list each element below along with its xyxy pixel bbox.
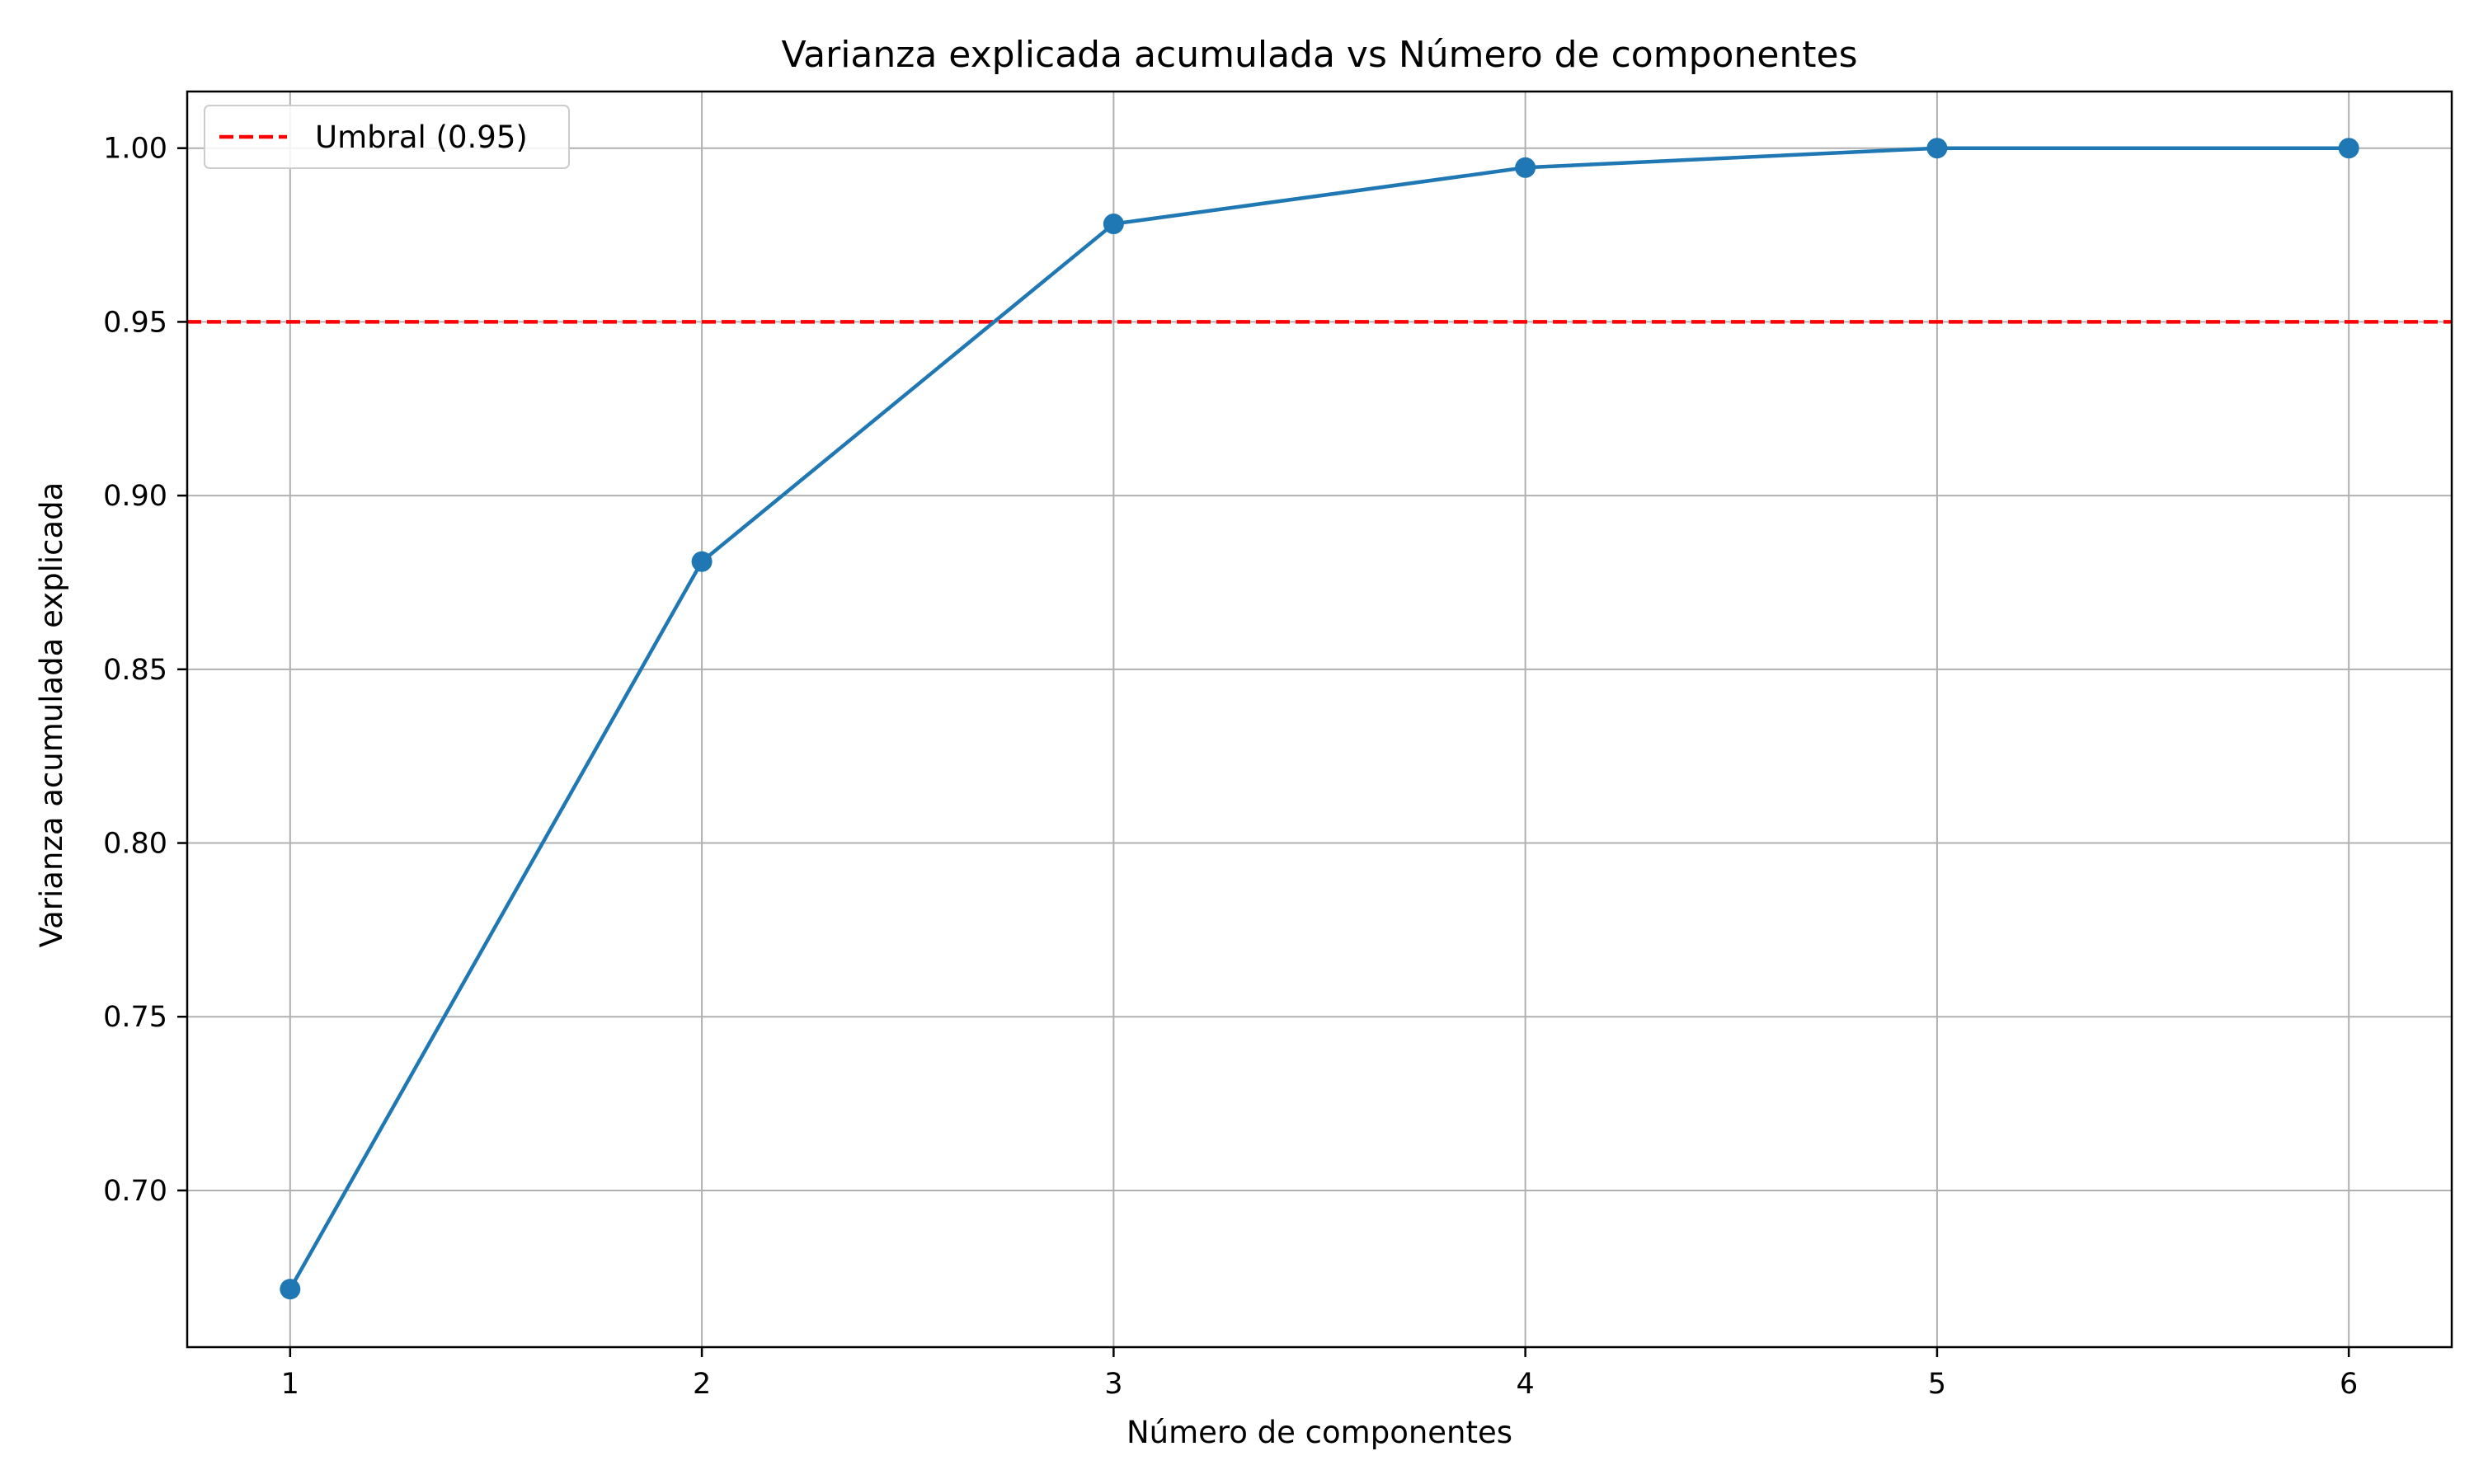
x-tick-label-2: 2: [693, 1368, 711, 1401]
x-tick-label-3: 3: [1104, 1368, 1122, 1401]
data-point-5: [1926, 138, 1948, 159]
chart-title: Varianza explicada acumulada vs Número d…: [781, 34, 1857, 76]
x-axis-ticks: 1 2 3 4 5 6: [281, 1347, 2358, 1401]
data-point-3: [1103, 214, 1124, 235]
series-line-0: [288, 146, 2351, 1291]
y-tick-label-0.90: 0.90: [103, 480, 167, 513]
legend: Umbral (0.95): [204, 105, 570, 169]
legend-threshold-label: Umbral (0.95): [315, 120, 528, 155]
plot-frame: [186, 90, 2453, 1349]
x-axis-label: Número de componentes: [1126, 1415, 1512, 1450]
data-point-4: [1515, 157, 1536, 178]
y-tick-label-0.70: 0.70: [103, 1175, 167, 1208]
data-point-6: [2338, 138, 2359, 159]
y-tick-label-0.95: 0.95: [103, 306, 167, 339]
x-tick-label-4: 4: [1516, 1368, 1534, 1401]
x-tick-label-5: 5: [1928, 1368, 1946, 1401]
y-tick-label-0.85: 0.85: [103, 654, 167, 687]
y-tick-label-1.00: 1.00: [103, 133, 167, 166]
legend-box: [204, 105, 570, 169]
series-layer: [280, 138, 2359, 1300]
grid: [187, 92, 2452, 1347]
y-tick-label-0.75: 0.75: [103, 1001, 167, 1034]
data-point-1: [280, 1279, 301, 1300]
y-tick-label-0.80: 0.80: [103, 828, 167, 861]
x-tick-label-6: 6: [2340, 1368, 2358, 1401]
data-point-2: [691, 551, 713, 572]
y-axis-ticks: 0.70 0.75 0.80 0.85 0.90 0.95 1.00: [103, 133, 187, 1208]
x-tick-label-1: 1: [281, 1368, 299, 1401]
y-axis-label: Varianza acumulada explicada: [34, 482, 69, 948]
